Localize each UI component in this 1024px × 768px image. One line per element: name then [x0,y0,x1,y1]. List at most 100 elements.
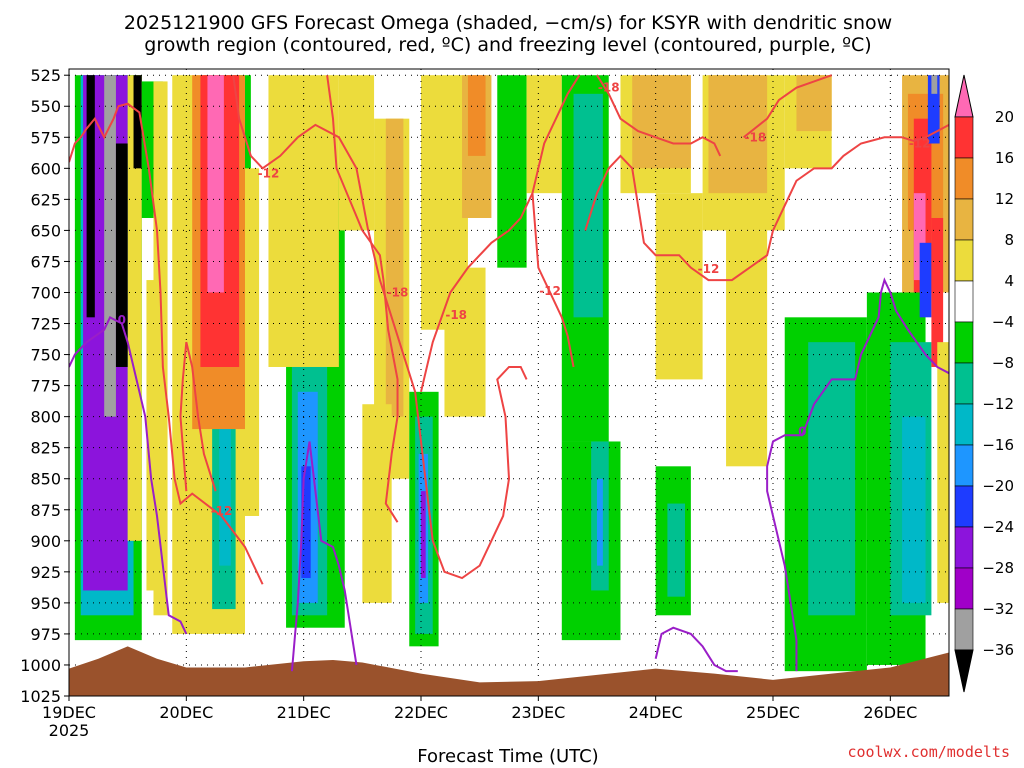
red-contour-label-7: -12 [698,262,720,276]
x-tick-label-4: 23DEC [511,703,565,722]
red-contour-7 [584,136,903,282]
y-tick-label-8: 725 [30,315,61,334]
omega-shade-44 [632,75,691,169]
y-tick-label-19: 1000 [20,656,61,675]
colorbar-bin-9 [954,444,974,487]
red-contour-1 [179,341,217,492]
colorbar-bin-1 [954,116,974,159]
omega-shade-42 [597,478,603,566]
y-tick-label-7: 700 [30,283,61,302]
x-tick-label-3: 22DEC [394,703,448,722]
colorbar-bin-6 [954,321,974,364]
colorbar-label-0: 20 [995,108,1014,126]
colorbar-label-3: 8 [1004,231,1014,249]
red-contour-label-9: -12 [909,136,931,150]
colorbar-bin-8 [954,403,974,446]
colorbar-label-7: −12 [982,395,1014,413]
omega-shade-10 [153,81,168,616]
red-contour-2 [232,75,528,580]
colorbar-label-12: −32 [982,600,1014,618]
x-tick-label-1: 20DEC [159,703,213,722]
y-tick-label-10: 775 [30,377,61,396]
colorbar-label-13: −36 [982,641,1014,659]
omega-shade-27 [362,404,392,603]
purple-contour-3 [766,277,949,672]
x-tick-label-6: 25DEC [746,703,800,722]
purple-contour-2 [654,626,738,673]
red-contour-label-3: -18 [387,285,409,299]
y-tick-label-12: 825 [30,439,61,458]
red-contour-5 [531,193,575,368]
red-contour-label-5: -12 [539,284,561,298]
purple-contour-label-3: 0 [798,425,806,439]
y-tick-label-2: 575 [30,128,61,147]
omega-shade-7 [133,75,142,169]
omega-shade-24 [338,75,375,231]
terrain [69,646,949,696]
y-tick-label-14: 875 [30,501,61,520]
omega-shade-65 [931,75,938,94]
omega-shade-17 [207,75,224,293]
colorbar-bin-2 [954,157,974,200]
y-tick-label-20: 1025 [20,687,61,706]
colorbar-bin-10 [954,485,974,528]
omega-shade-6 [115,143,128,367]
y-tick-label-17: 950 [30,594,61,613]
y-tick-label-1: 550 [30,97,61,116]
red-contour-label-8: -18 [745,130,767,144]
credit-text: coolwx.com/modelts [847,743,1010,761]
chart-title-line2: growth region (contoured, red, ºC) and f… [144,34,871,56]
omega-shade-61 [913,193,926,281]
colorbar-bin-3 [954,198,974,241]
red-contour-0 [69,102,264,585]
omega-shade-37 [526,75,562,194]
omega-shade-39 [573,93,603,318]
colorbar-label-4: 4 [1004,272,1014,290]
red-contour-9 [901,123,949,143]
omega-shade-45 [655,193,703,380]
omega-shade-36 [497,75,527,268]
omega-shade-22 [301,466,311,579]
colorbar-bottom-triangle [954,649,974,693]
red-contour-4 [420,74,581,393]
x-tick-label-0: 19DEC [42,703,96,722]
colorbar-label-9: −20 [982,477,1014,495]
colorbar-label-5: −4 [992,313,1014,331]
omega-shade-31 [421,491,426,579]
red-contour-label-6: -18 [598,81,620,95]
x-tick-label-7: 26DEC [863,703,917,722]
omega-shade-52 [667,503,685,597]
red-contour-label-2: -12 [258,166,280,180]
colorbar-bin-12 [954,567,974,610]
omega-shade-63 [931,217,944,367]
y-tick-label-13: 850 [30,470,61,489]
y-tick-label-11: 800 [30,408,61,427]
colorbar-label-10: −24 [982,518,1014,536]
colorbar-bin-4 [954,239,974,282]
colorbar-top-triangle [954,74,974,118]
y-tick-label-15: 900 [30,532,61,551]
omega-shade-3 [127,75,142,541]
omega-shade-66 [937,342,949,603]
omega-shade-34 [467,75,486,156]
omega-shade-18 [245,168,260,516]
purple-contour-0 [69,315,188,635]
omega-shade-35 [444,267,486,417]
colorbar-label-2: 12 [995,190,1014,208]
x-axis-title: Forecast Time (UTC) [417,746,598,767]
omega-shade-57 [902,416,926,603]
red-contour-label-0: -12 [211,504,233,518]
x-tick-sublabel-0: 2025 [49,721,90,740]
y-tick-label-18: 975 [30,625,61,644]
y-tick-label-5: 650 [30,221,61,240]
plot-frame [68,68,950,697]
colorbar-bin-7 [954,362,974,405]
omega-shade-9 [146,280,159,591]
purple-contour-label-0: 0 [118,313,126,327]
omega-shade-5 [104,75,116,417]
y-tick-label-0: 525 [30,66,61,85]
purple-contour-1 [290,441,358,672]
omega-shade-47 [708,75,768,194]
y-tick-label-4: 625 [30,190,61,209]
